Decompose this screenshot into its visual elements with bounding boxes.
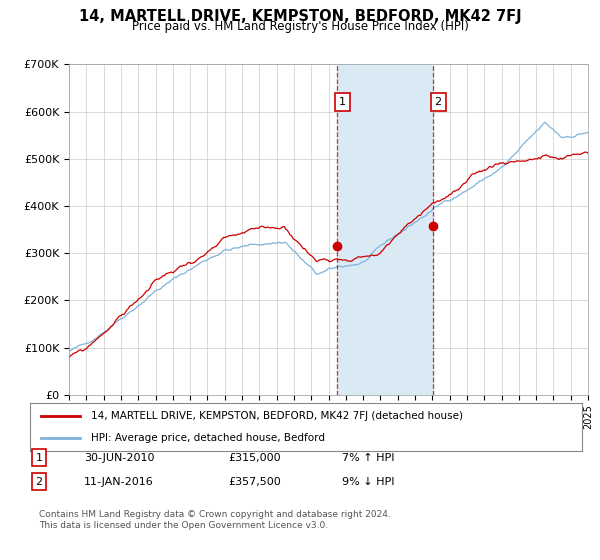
Text: HPI: Average price, detached house, Bedford: HPI: Average price, detached house, Bedf… [91, 433, 325, 443]
Text: 1: 1 [35, 452, 43, 463]
Bar [337, 64, 433, 395]
Text: 14, MARTELL DRIVE, KEMPSTON, BEDFORD, MK42 7FJ (detached house): 14, MARTELL DRIVE, KEMPSTON, BEDFORD, MK… [91, 411, 463, 421]
Text: £357,500: £357,500 [228, 477, 281, 487]
Text: 1: 1 [339, 97, 346, 107]
Text: £315,000: £315,000 [228, 452, 281, 463]
Text: Price paid vs. HM Land Registry's House Price Index (HPI): Price paid vs. HM Land Registry's House … [131, 20, 469, 32]
Text: Contains HM Land Registry data © Crown copyright and database right 2024.
This d: Contains HM Land Registry data © Crown c… [39, 510, 391, 530]
Text: 14, MARTELL DRIVE, KEMPSTON, BEDFORD, MK42 7FJ: 14, MARTELL DRIVE, KEMPSTON, BEDFORD, MK… [79, 9, 521, 24]
Text: 9% ↓ HPI: 9% ↓ HPI [342, 477, 395, 487]
Text: 7% ↑ HPI: 7% ↑ HPI [342, 452, 395, 463]
Text: 2: 2 [35, 477, 43, 487]
Text: 30-JUN-2010: 30-JUN-2010 [84, 452, 155, 463]
Text: 11-JAN-2016: 11-JAN-2016 [84, 477, 154, 487]
Text: 2: 2 [434, 97, 442, 107]
